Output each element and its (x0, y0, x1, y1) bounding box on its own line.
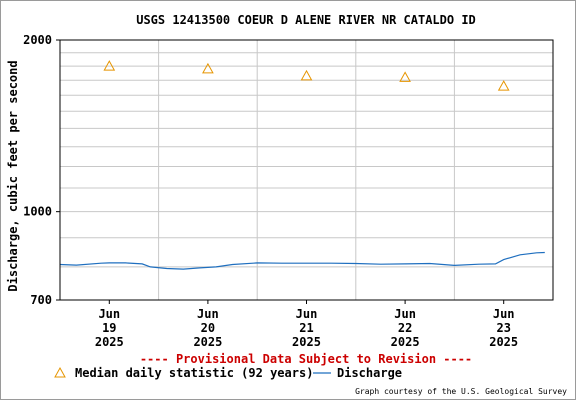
median-marker (399, 71, 411, 82)
x-tick-label: 2025 (292, 335, 321, 349)
credit-text: Graph courtesy of the U.S. Geological Su… (355, 387, 567, 396)
y-tick-label: 1000 (23, 205, 52, 219)
median-marker (300, 69, 313, 81)
x-tick-label: Jun (493, 307, 515, 321)
legend-discharge-label: Discharge (337, 366, 402, 380)
x-tick-label: 2025 (391, 335, 420, 349)
y-axis-label: Discharge, cubic feet per second (6, 60, 20, 291)
legend-median-marker (54, 366, 66, 378)
x-tick-label: 20 (201, 321, 215, 335)
x-tick-labels: Jun192025Jun202025Jun212025Jun222025Jun2… (95, 300, 518, 349)
x-tick-label: 2025 (489, 335, 518, 349)
discharge-line (59, 251, 545, 270)
x-tick-label: 21 (299, 321, 313, 335)
x-tick-label: 22 (398, 321, 412, 335)
data-series (59, 60, 545, 270)
x-tick-label: Jun (394, 307, 416, 321)
x-tick-label: Jun (296, 307, 318, 321)
median-marker (497, 80, 510, 91)
median-marker (202, 62, 214, 74)
x-tick-label: 2025 (193, 335, 222, 349)
y-tick-label: 2000 (23, 33, 52, 47)
x-tick-label: Jun (197, 307, 219, 321)
x-tick-label: 2025 (95, 335, 124, 349)
chart-title: USGS 12413500 COEUR D ALENE RIVER NR CAT… (136, 13, 476, 27)
x-tick-label: 19 (102, 321, 116, 335)
x-tick-label: Jun (98, 307, 120, 321)
y-tick-labels: 2000 1000 700 (23, 33, 60, 307)
median-marker (103, 60, 116, 71)
plot-border (59, 39, 554, 301)
legend-median-label: Median daily statistic (92 years) (75, 366, 313, 380)
grid-lines (60, 40, 553, 300)
provisional-note: ---- Provisional Data Subject to Revisio… (140, 352, 472, 366)
x-tick-label: 23 (496, 321, 510, 335)
y-tick-label: 700 (30, 293, 52, 307)
legend: Median daily statistic (92 years) Discha… (54, 366, 402, 380)
